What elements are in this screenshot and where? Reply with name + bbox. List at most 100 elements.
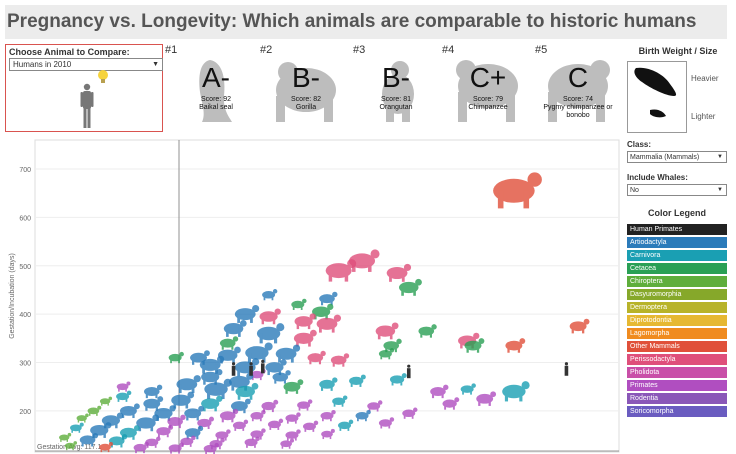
animal-point[interactable] <box>442 397 460 410</box>
animal-point[interactable] <box>297 399 313 411</box>
animal-point[interactable] <box>502 381 530 402</box>
lightbulb-icon[interactable] <box>96 69 110 85</box>
animal-point[interactable] <box>250 428 266 440</box>
animal-point[interactable] <box>399 278 422 296</box>
animal-point[interactable] <box>280 438 294 449</box>
legend-item[interactable]: Soricomorpha <box>627 406 727 417</box>
animal-point[interactable] <box>291 298 307 310</box>
animal-point[interactable] <box>285 429 301 441</box>
animal-point[interactable] <box>493 172 542 209</box>
animal-point[interactable] <box>168 442 184 454</box>
animal-point[interactable] <box>378 417 395 429</box>
legend-item[interactable]: Primates <box>627 380 727 391</box>
human-point[interactable] <box>406 364 411 379</box>
animal-point[interactable] <box>389 373 407 386</box>
human-point[interactable] <box>260 359 265 374</box>
animal-point[interactable] <box>383 338 402 353</box>
animal-point[interactable] <box>223 320 247 337</box>
animal-point[interactable] <box>386 263 412 282</box>
animal-point[interactable] <box>259 308 281 325</box>
animal-point[interactable] <box>338 419 354 431</box>
animal-point[interactable] <box>275 344 301 363</box>
legend-item[interactable]: Dasyuromorphia <box>627 289 727 300</box>
animal-point[interactable] <box>116 390 132 402</box>
animal-point[interactable] <box>261 399 279 413</box>
animal-point[interactable] <box>302 420 319 432</box>
comparison-card[interactable]: B- Score: 82 Gorilla <box>262 56 350 126</box>
animal-point[interactable] <box>265 359 287 376</box>
animal-point[interactable] <box>201 368 223 385</box>
animal-point[interactable] <box>349 374 366 387</box>
whales-select[interactable]: No ▼ <box>627 184 727 196</box>
animal-point[interactable] <box>330 353 350 367</box>
animal-point[interactable] <box>402 407 418 419</box>
animal-point[interactable] <box>378 348 395 360</box>
animal-point[interactable] <box>167 414 186 429</box>
animal-point[interactable] <box>460 383 476 395</box>
animal-point[interactable] <box>285 412 301 424</box>
animal-point[interactable] <box>133 441 149 454</box>
animal-point[interactable] <box>176 375 201 394</box>
animal-point[interactable] <box>430 384 449 399</box>
animal-point[interactable] <box>316 314 341 333</box>
animal-point[interactable] <box>156 424 174 438</box>
animal-point[interactable] <box>256 323 285 344</box>
animal-point[interactable] <box>250 409 266 422</box>
animal-point[interactable] <box>267 418 284 430</box>
animal-point[interactable] <box>321 428 335 440</box>
animal-point[interactable] <box>143 396 164 411</box>
animal-point[interactable] <box>464 338 485 353</box>
legend-item[interactable]: Dermoptera <box>627 302 727 313</box>
animal-point[interactable] <box>232 419 249 431</box>
animal-point[interactable] <box>136 414 160 432</box>
animal-point[interactable] <box>319 291 338 306</box>
animal-point[interactable] <box>367 400 383 412</box>
comparison-card[interactable]: C+ Score: 79 Chimpanzee <box>444 56 532 126</box>
human-point[interactable] <box>231 362 236 376</box>
animal-point[interactable] <box>168 351 184 364</box>
animal-select[interactable]: Humans in 2010 ▼ <box>9 58 163 71</box>
comparison-card[interactable]: B- Score: 81 Orangutan <box>352 56 440 126</box>
animal-point[interactable] <box>375 322 399 340</box>
animal-point[interactable] <box>245 342 273 363</box>
animal-point[interactable] <box>332 395 348 407</box>
legend-item[interactable]: Artiodactyla <box>627 237 727 248</box>
animal-point[interactable] <box>184 425 204 440</box>
legend-item[interactable]: Human Primates <box>627 224 727 235</box>
animal-point[interactable] <box>219 408 239 423</box>
animal-point[interactable] <box>201 395 223 412</box>
animal-point[interactable] <box>294 313 316 330</box>
comparison-card[interactable]: A- Score: 92 Baikal seal <box>172 56 260 126</box>
animal-point[interactable] <box>199 355 225 374</box>
animal-point[interactable] <box>293 329 317 347</box>
legend-item[interactable]: Chiroptera <box>627 276 727 287</box>
comparison-card[interactable]: C Score: 74 Pygmy chimpanzee or bonobo <box>534 56 622 126</box>
animal-point[interactable] <box>79 433 99 447</box>
animal-point[interactable] <box>204 378 232 400</box>
legend-item[interactable]: Perissodactyla <box>627 354 727 365</box>
legend-item[interactable]: Carnivora <box>627 250 727 261</box>
animal-point[interactable] <box>87 405 102 416</box>
animal-point[interactable] <box>283 379 304 394</box>
animal-point[interactable] <box>180 435 196 447</box>
animal-point[interactable] <box>219 336 239 350</box>
legend-item[interactable]: Rodentia <box>627 393 727 404</box>
animal-point[interactable] <box>235 382 259 400</box>
animal-point[interactable] <box>505 338 526 353</box>
animal-point[interactable] <box>64 441 78 451</box>
animal-point[interactable] <box>171 391 195 409</box>
animal-point[interactable] <box>59 432 72 442</box>
animal-point[interactable] <box>99 441 113 453</box>
human-point[interactable] <box>249 362 253 376</box>
animal-point[interactable] <box>272 370 291 384</box>
animal-point[interactable] <box>184 405 205 421</box>
animal-point[interactable] <box>76 413 89 423</box>
legend-item[interactable]: Lagomorpha <box>627 328 727 339</box>
animal-point[interactable] <box>215 429 231 441</box>
animal-point[interactable] <box>569 318 590 334</box>
animal-point[interactable] <box>355 409 371 422</box>
animal-point[interactable] <box>234 304 260 323</box>
animal-point[interactable] <box>70 422 84 433</box>
scatter-chart[interactable]: 200 300 400 500 600 700 Gestation/Incubation (… <box>5 138 621 454</box>
animal-point[interactable] <box>144 384 163 399</box>
